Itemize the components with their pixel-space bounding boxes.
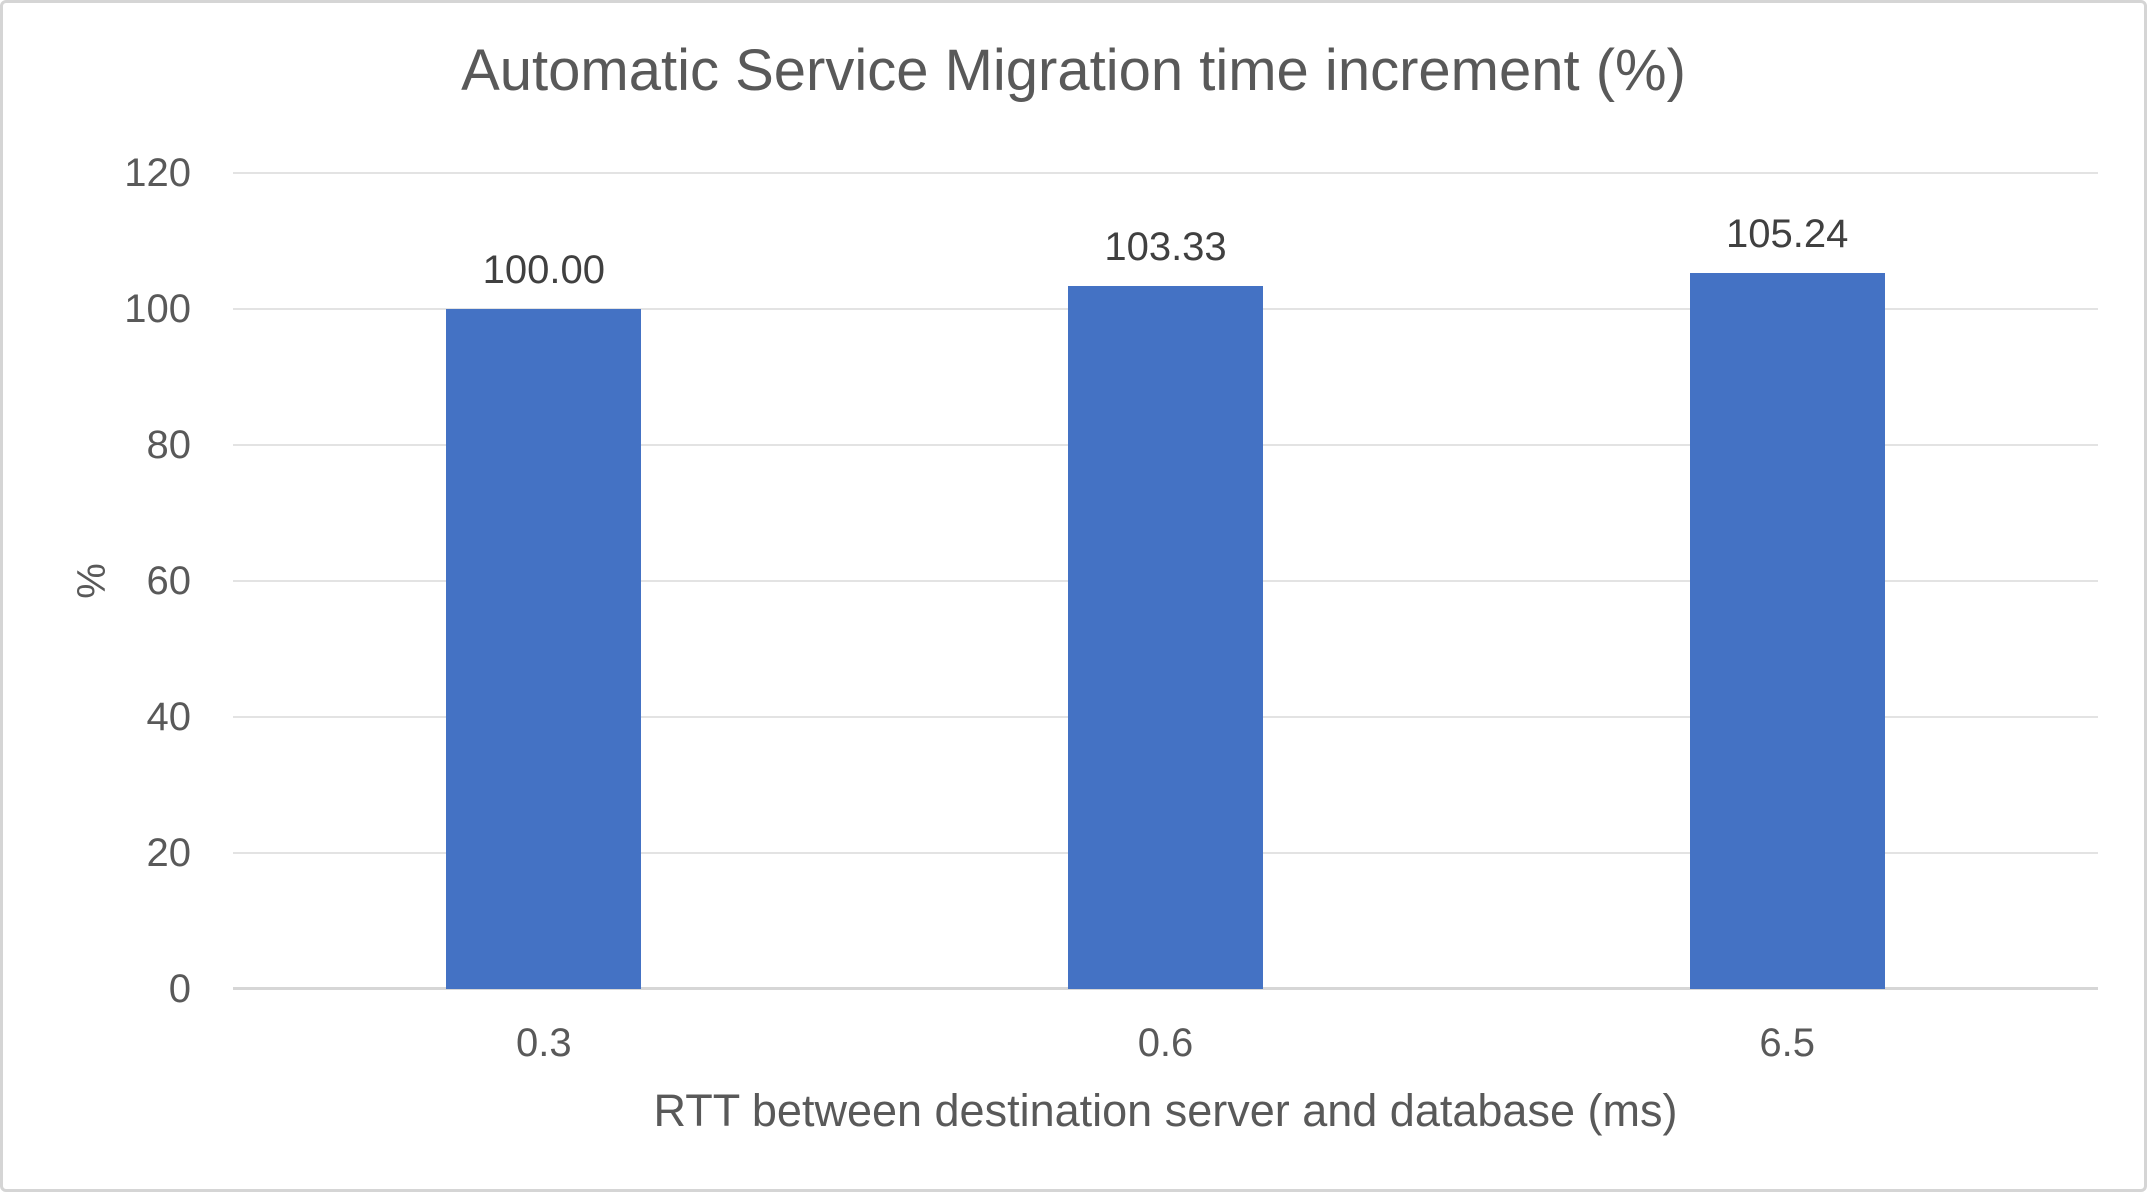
bar (1689, 273, 1885, 989)
x-tick-label: 0.6 (1137, 1021, 1194, 1065)
x-tick-label: 6.5 (1759, 1021, 1815, 1065)
x-axis-title: RTT between destination server and datab… (653, 1085, 1678, 1136)
y-tick-label: 100 (124, 287, 191, 331)
y-tick-label: 60 (146, 559, 192, 603)
chart-title: Automatic Service Migration time increme… (461, 38, 1686, 103)
y-tick-label: 0 (168, 967, 191, 1011)
bar-value-label: 105.24 (1725, 212, 1849, 257)
y-tick-label: 20 (146, 831, 192, 875)
y-tick-label: 40 (146, 695, 192, 739)
bar-value-label: 103.33 (1104, 225, 1227, 270)
bar (446, 309, 642, 989)
plot-area (233, 172, 2098, 990)
bar (1068, 286, 1263, 989)
bar-value-label: 100.00 (482, 248, 605, 292)
h-gridline (233, 172, 2098, 174)
x-tick-label: 0.3 (516, 1021, 572, 1065)
y-tick-label: 120 (124, 151, 191, 195)
y-tick-label: 80 (146, 423, 192, 467)
